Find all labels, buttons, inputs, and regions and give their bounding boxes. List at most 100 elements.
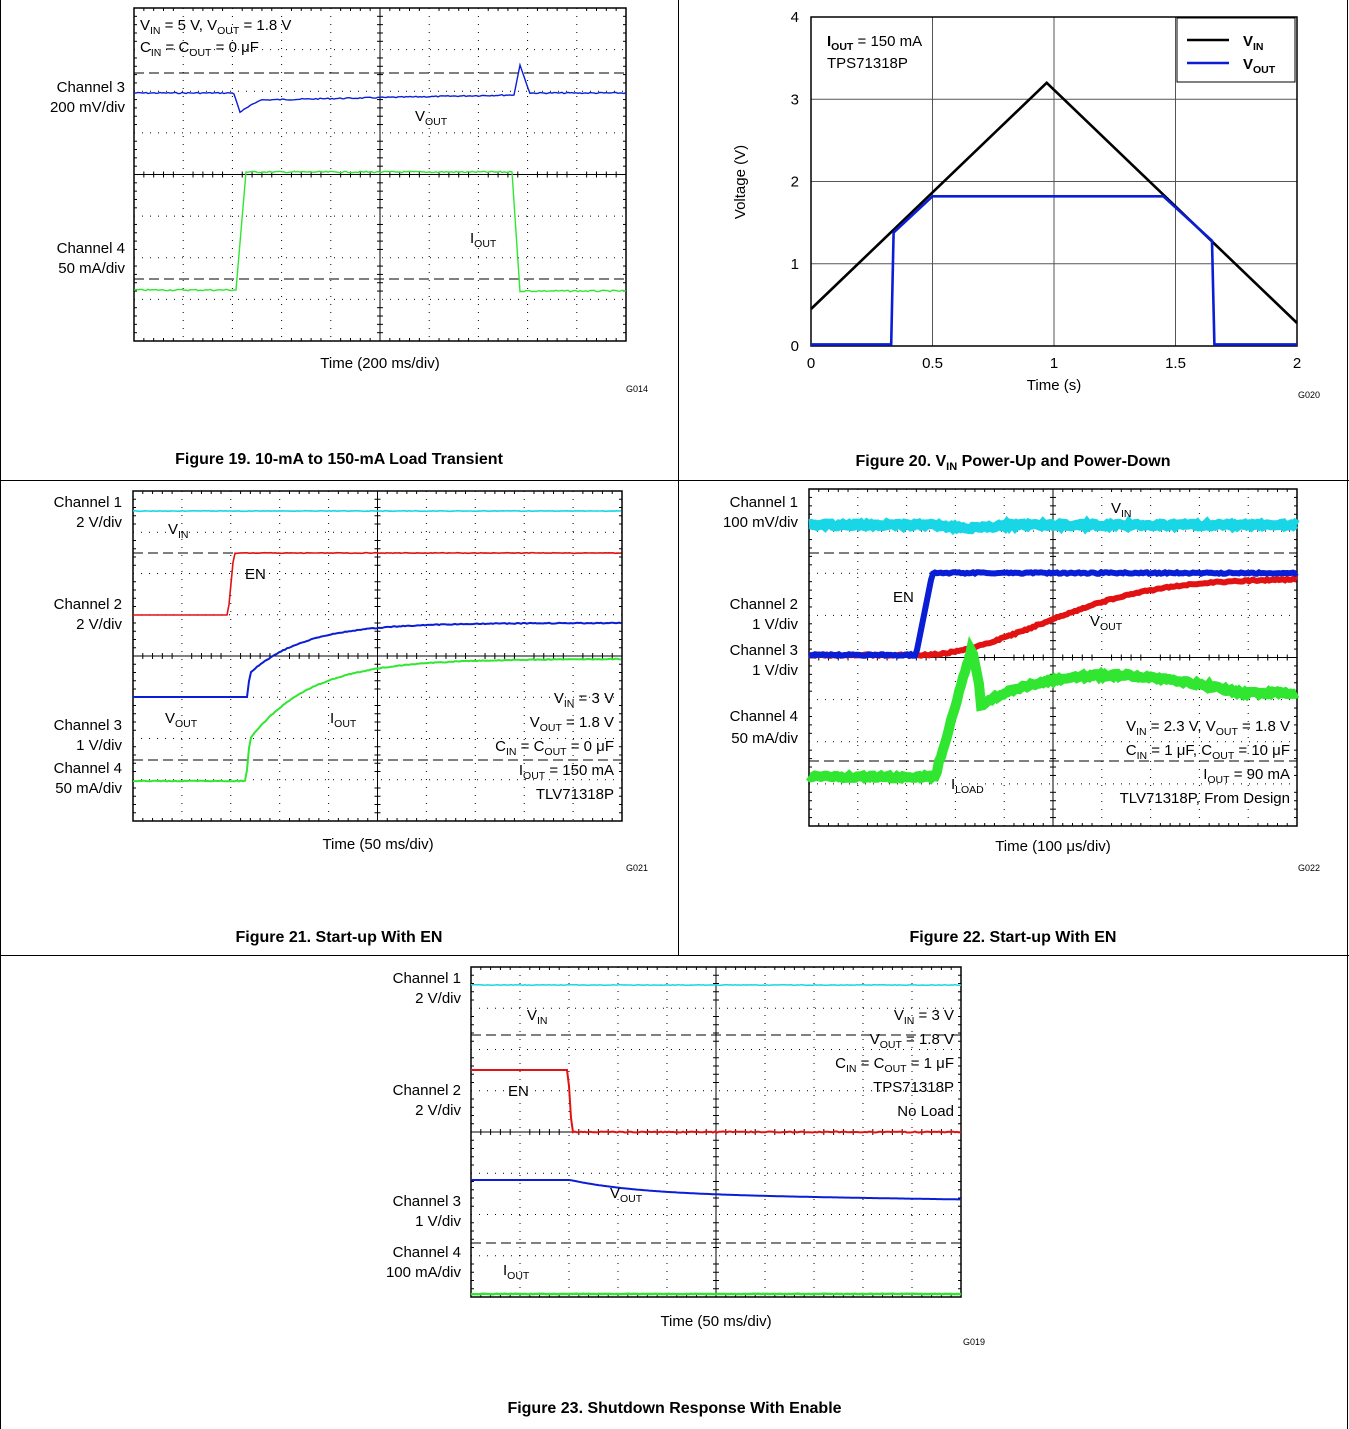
fig20-annot-1: TPS71318P: [827, 55, 908, 72]
fig19-scope: VIN​ = 5 V, VOUT​ = 1.8 V CIN​ = COUT​ =…: [50, 7, 648, 394]
fig21-trace-iout: [132, 657, 622, 783]
fig22-label-vin: VIN​: [1111, 500, 1132, 520]
fig21-caption: Figure 21. Start-up With EN: [235, 929, 443, 946]
fig20-ytick-1: 1: [791, 256, 799, 273]
fig23-ch-scale-3: 100 mA/div: [386, 1264, 462, 1281]
fig20-legend-label-0: VIN​: [1243, 33, 1264, 53]
fig20-series-vout: [811, 195, 1297, 346]
fig19-label-iout: IOUT​: [470, 230, 497, 250]
fig22-label-vout: VOUT​: [1090, 613, 1123, 633]
fig23-ch-scale-0: 2 V/div: [415, 990, 461, 1007]
fig21-trace-vin: [132, 509, 622, 513]
fig20-xtick-1: 0.5: [922, 355, 943, 372]
fig23-caption: Figure 23. Shutdown Response With Enable: [507, 1400, 842, 1417]
fig23-ch-scale-2: 1 V/div: [415, 1213, 461, 1230]
fig23-label-iout: IOUT​: [503, 1262, 530, 1282]
fig22-caption: Figure 22. Start-up With EN: [909, 929, 1117, 946]
fig20-ylabel: Voltage (V): [732, 145, 749, 219]
fig21-annot-1: VOUT​ = 1.8 V: [530, 714, 614, 734]
fig20-xtick-3: 1.5: [1165, 355, 1186, 372]
fig22-trace-iload: [806, 635, 1300, 785]
fig21-annot-3: IOUT​ = 150 mA: [519, 762, 614, 782]
fig20-chart: 0 1 2 3 4 0 0.5 1 1.5 2 IOUT​ = 150 mA TPS71318P…: [732, 9, 1320, 400]
fig23-trace-vout: [471, 1179, 961, 1201]
fig20-legend-box: [1176, 17, 1296, 83]
fig23-label-vin: VIN​: [527, 1007, 548, 1027]
fig20-frame: [810, 16, 1298, 347]
fig21-code: G021: [626, 863, 648, 873]
fig22-ch-name-3: Channel 4: [730, 708, 798, 725]
fig22-ch-scale-1: 1 V/div: [752, 616, 798, 633]
fig22-ch-scale-2: 1 V/div: [752, 662, 798, 679]
fig22-ch-scale-0: 100 mV/div: [723, 514, 799, 531]
fig22-scope: Channel 1 100 mV/div Channel 2 1 V/div C…: [723, 488, 1320, 873]
fig22-ch-name-0: Channel 1: [730, 494, 798, 511]
fig23-annot-0: VIN​ = 3 V: [894, 1007, 954, 1027]
fig20-ytick-3: 3: [791, 91, 799, 108]
fig21-ch-scale-1: 2 V/div: [76, 616, 122, 633]
fig21-annot-4: TLV71318P: [536, 786, 614, 803]
fig23-label-vout: VOUT​: [610, 1185, 643, 1205]
fig21-ch-name-3: Channel 4: [54, 760, 122, 777]
fig23-scope: Channel 1 2 V/div Channel 2 2 V/div Chan…: [386, 966, 985, 1347]
fig20-xtick-0: 0: [807, 355, 815, 372]
fig20-ytick-2: 2: [791, 174, 799, 191]
fig23-ch-name-0: Channel 1: [393, 970, 461, 987]
fig21-annot-2: CIN​ = COUT​ = 0 μF: [495, 738, 614, 758]
fig23-trace-iout: [470, 1292, 962, 1296]
fig21-ch-name-0: Channel 1: [54, 494, 122, 511]
fig20-ytick-4: 4: [791, 9, 799, 26]
fig21-annot-0: VIN​ = 3 V: [554, 690, 614, 710]
fig21-trace-en: [133, 551, 622, 616]
fig20-legend-label-1: VOUT​: [1243, 56, 1276, 76]
fig23-ch-name-3: Channel 4: [393, 1244, 461, 1261]
fig21-ch-scale-0: 2 V/div: [76, 514, 122, 531]
fig21-frame: [132, 490, 623, 822]
fig21-ch-scale-2: 1 V/div: [76, 737, 122, 754]
fig19-trace-iout: [133, 170, 627, 293]
fig23-annot-1: VOUT​ = 1.8 V: [870, 1031, 954, 1051]
fig19-trace-vout: [133, 62, 627, 114]
fig19-annot-1: CIN​ = COUT​ = 0 μF: [140, 39, 259, 59]
fig20-xtick-4: 2: [1293, 355, 1301, 372]
fig21-trace-vout: [133, 621, 622, 698]
fig22-ch-scale-3: 50 mA/div: [731, 730, 798, 747]
fig22-xlabel: Time (100 μs/div): [995, 838, 1111, 855]
fig20-legend: VIN​ VOUT​: [1176, 17, 1296, 83]
fig19-frame: [133, 7, 627, 342]
fig21-scope: Channel 1 2 V/div Channel 2 2 V/div Chan…: [54, 490, 648, 873]
fig19-label-vout: VOUT​: [415, 108, 448, 128]
fig20-yticks: 0 1 2 3 4: [791, 9, 799, 355]
fig22-annot-3: TLV71318P, From Design: [1120, 790, 1290, 807]
fig23-annot-3: TPS71318P: [873, 1079, 954, 1096]
fig19-ch-scale-0: 200 mV/div: [50, 99, 126, 116]
fig19-ch-name-0: Channel 3: [57, 79, 125, 96]
fig20-caption: Figure 20. VIN Power-Up and Power-Down: [679, 453, 1347, 473]
fig21-xlabel: Time (50 ms/div): [322, 836, 433, 853]
fig23-trace-vin: [471, 983, 961, 987]
fig21-label-en: EN: [245, 566, 266, 583]
fig21-ch-name-2: Channel 3: [54, 717, 122, 734]
fig20-code: G020: [1298, 390, 1320, 400]
fig23-graticule: [471, 967, 961, 1297]
fig20-caption-sub: IN: [946, 461, 958, 474]
fig21-label-iout: IOUT​: [330, 710, 357, 730]
fig19-code: G014: [626, 384, 648, 394]
fig23-label-en: EN: [508, 1083, 529, 1100]
fig21-ch-scale-3: 50 mA/div: [55, 780, 122, 797]
fig20-xticks: 0 0.5 1 1.5 2: [807, 355, 1301, 372]
fig21-ch-name-1: Channel 2: [54, 596, 122, 613]
fig22-ch-name-1: Channel 2: [730, 596, 798, 613]
fig20-xtick-2: 1: [1050, 355, 1058, 372]
fig23-annot-2: CIN​ = COUT​ = 1 μF: [835, 1055, 954, 1075]
fig23-ch-name-1: Channel 2: [393, 1082, 461, 1099]
fig19-caption: Figure 19. 10-mA to 150-mA Load Transien…: [175, 451, 503, 468]
fig23-trace-en: [471, 1069, 962, 1134]
fig21-label-vin: VIN​: [168, 521, 189, 541]
fig22-annot-0: VIN​ = 2.3 V, VOUT​ = 1.8 V: [1126, 718, 1290, 738]
fig20-ytick-0: 0: [791, 338, 799, 355]
fig19-ch-name-1: Channel 4: [57, 240, 125, 257]
fig23-code: G019: [963, 1337, 985, 1347]
fig22-trace-vin: [808, 515, 1300, 536]
fig22-label-en: EN: [893, 589, 914, 606]
